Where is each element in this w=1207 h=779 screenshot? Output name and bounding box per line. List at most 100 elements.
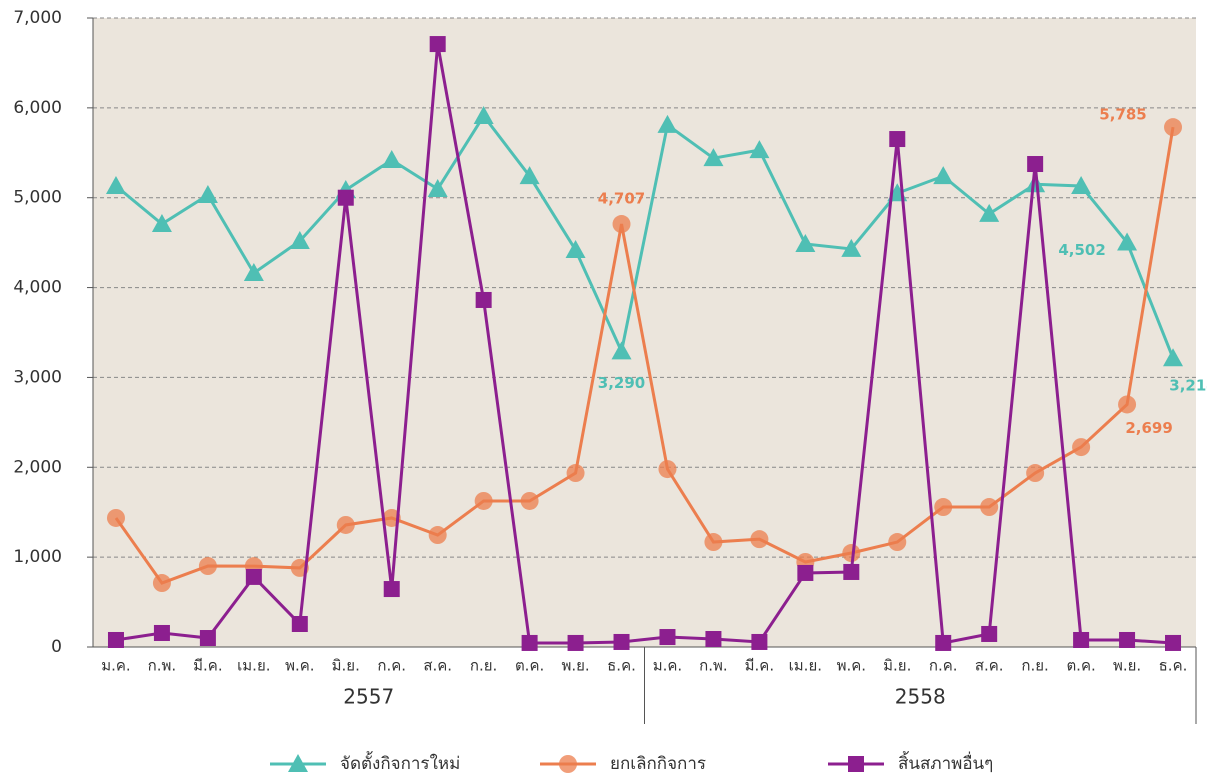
marker [107,631,124,648]
marker [704,533,723,552]
data-label: 4,707 [598,190,645,208]
marker [1071,176,1092,195]
x-tick-label: มี.ค. [745,657,774,675]
x-tick-label: ก.ค. [377,657,406,675]
marker [1117,232,1138,251]
marker [843,563,860,580]
marker [473,105,494,124]
data-label: 3,290 [598,374,645,392]
marker [198,557,217,576]
marker [705,631,722,648]
marker [889,131,906,148]
marker [383,581,400,598]
marker [1118,395,1137,414]
marker [567,634,584,651]
x-tick-label: ก.ย. [1021,657,1048,675]
x-tick-label: ก.ค. [929,657,958,675]
x-tick-label: เม.ย. [789,657,822,675]
marker [1073,631,1090,648]
x-tick-label: ต.ค. [515,657,544,675]
marker [474,491,493,510]
marker [980,498,999,517]
marker [613,633,630,650]
marker [565,240,586,259]
x-tick-label: พ.ค. [837,657,866,675]
marker [566,464,585,483]
marker [979,203,1000,222]
marker [888,533,907,552]
marker [197,185,218,204]
x-tick-label: ก.พ. [699,657,728,675]
marker [152,574,171,593]
marker [245,568,262,585]
y-tick-label: 0 [51,637,62,657]
marker [842,544,861,563]
y-tick-label: 7,000 [13,8,62,28]
data-label: 4,502 [1058,241,1105,259]
x-tick-label: ต.ค. [1066,657,1095,675]
legend-label: ยกเลิกกิจการ [610,754,706,774]
marker [429,36,446,53]
marker [797,564,814,581]
marker [703,148,724,167]
marker [611,341,632,360]
marker [981,625,998,642]
marker [289,231,310,250]
marker [1165,634,1182,651]
legend-label: สิ้นสภาพอื่นๆ [898,751,993,774]
marker [199,630,216,647]
x-tick-label: ม.ค. [101,657,130,675]
marker [658,460,677,479]
marker [1072,438,1091,457]
group-label: 2558 [895,685,946,709]
legend-label: จัดตั้งกิจการใหม่ [340,751,460,774]
marker [657,114,678,133]
y-tick-label: 3,000 [13,367,62,387]
x-tick-label: มี.ค. [193,657,222,675]
marker [428,526,447,545]
marker [559,755,577,773]
marker [520,491,539,510]
marker [151,214,172,233]
marker [153,624,170,641]
data-label: 5,785 [1099,106,1146,124]
x-tick-label: ม.ค. [653,657,682,675]
y-tick-label: 5,000 [13,188,62,208]
marker [519,166,540,185]
y-tick-label: 6,000 [13,98,62,118]
marker [841,238,862,257]
marker [381,149,402,168]
data-label: 2,699 [1125,419,1172,437]
marker [337,189,354,206]
x-tick-label: ส.ค. [975,657,1004,675]
x-tick-label: มิ.ย. [883,657,911,675]
marker [1025,174,1046,193]
y-tick-label: 1,000 [13,547,62,567]
marker [106,508,125,527]
marker [427,178,448,197]
data-label: 3,214 [1169,377,1207,395]
marker [521,634,538,651]
marker [750,530,769,549]
x-tick-label: ก.พ. [148,657,177,675]
marker [848,756,864,772]
marker [288,754,308,772]
x-tick-label: มิ.ย. [332,657,360,675]
x-tick-label: เม.ย. [237,657,270,675]
marker [336,515,355,534]
marker [933,166,954,185]
marker [934,498,953,517]
y-tick-label: 2,000 [13,457,62,477]
x-tick-label: ธ.ค. [607,657,636,675]
marker [475,291,492,308]
y-tick-label: 4,000 [13,278,62,298]
marker [1027,156,1044,173]
marker [1119,631,1136,648]
group-label: 2557 [343,685,394,709]
marker [749,140,770,159]
marker [751,633,768,650]
marker [1163,348,1184,367]
marker [291,615,308,632]
marker [612,215,631,234]
